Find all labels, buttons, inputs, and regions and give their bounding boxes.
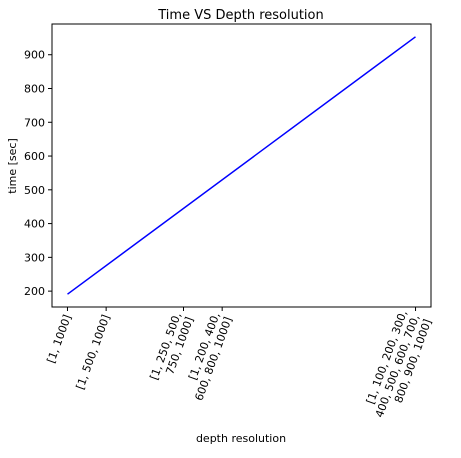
chart-title: Time VS Depth resolution xyxy=(157,8,324,23)
y-axis: 200 300 400 500 600 700 800 900 xyxy=(24,49,52,298)
y-tick-label: 300 xyxy=(24,251,45,264)
x-tick-label-line: [1, 1000] xyxy=(45,313,75,365)
plot-frame xyxy=(51,23,432,308)
x-tick-label: [1, 1000] xyxy=(45,313,75,365)
y-tick-label: 700 xyxy=(24,116,45,129)
plot-area xyxy=(67,36,416,295)
y-tick-label: 200 xyxy=(24,285,45,298)
y-tick-label: 400 xyxy=(24,218,45,231)
y-tick-label: 600 xyxy=(24,150,45,163)
x-tick-label: [1, 100, 200, 300,400, 500, 600, 700,800… xyxy=(361,309,435,424)
x-tick-label: [1, 500, 1000] xyxy=(74,313,113,391)
series-line xyxy=(67,36,416,295)
x-tick-label-line: [1, 500, 1000] xyxy=(74,313,113,391)
y-tick-label: 500 xyxy=(24,184,45,197)
x-axis-label: depth resolution xyxy=(196,432,286,445)
y-tick-label: 900 xyxy=(24,49,45,62)
y-tick-label: 800 xyxy=(24,83,45,96)
y-axis-label: time [sec] xyxy=(6,138,19,193)
x-axis: [1, 1000] [1, 500, 1000] [1, 250, 500,750,… xyxy=(45,307,435,424)
